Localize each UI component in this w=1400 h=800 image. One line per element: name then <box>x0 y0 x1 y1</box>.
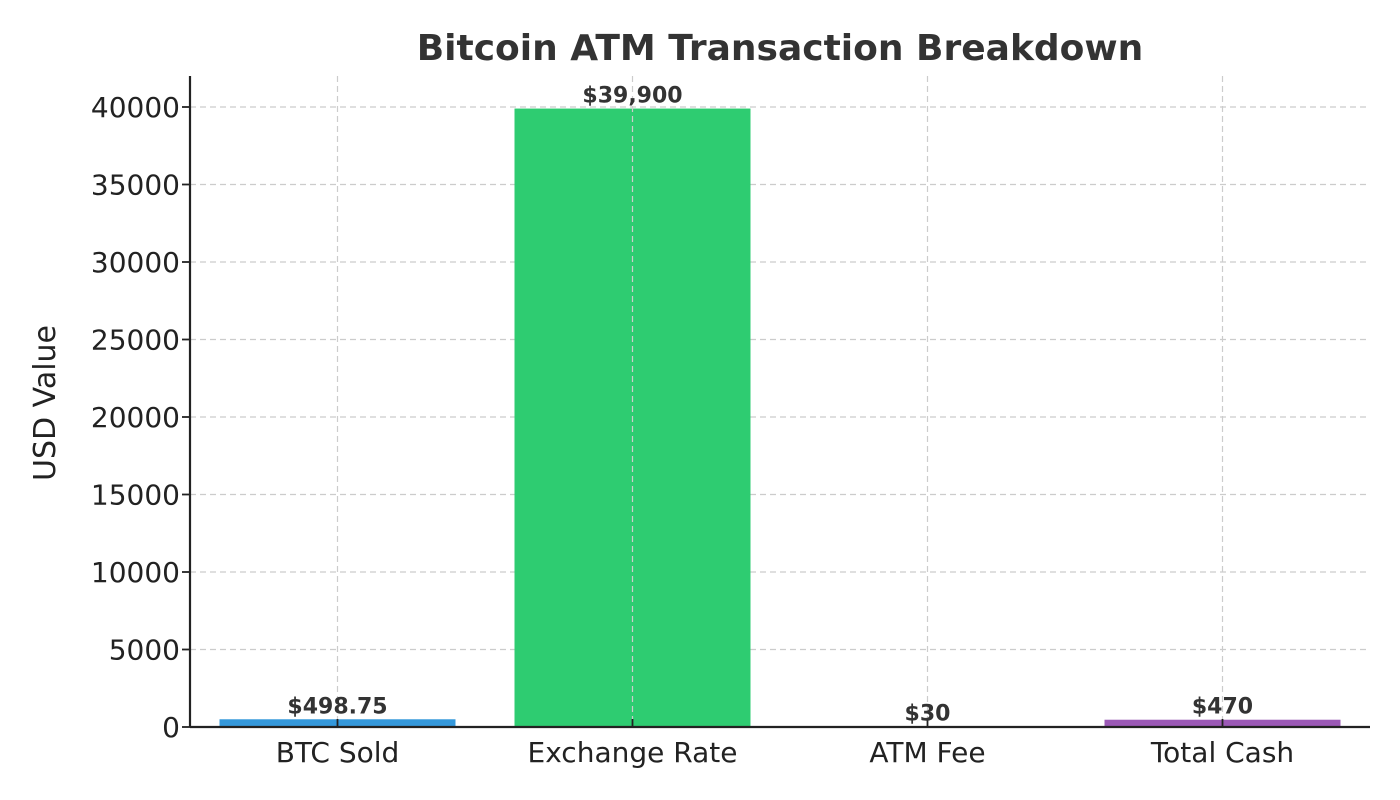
y-tick-label: 35000 <box>91 169 180 202</box>
bar-value-label: $39,900 <box>582 84 682 109</box>
bar-value-label: $30 <box>905 702 951 727</box>
bars <box>219 108 1341 728</box>
grid <box>190 106 1370 651</box>
y-tick-label: 15000 <box>91 479 180 512</box>
x-tick-label: Exchange Rate <box>528 736 738 769</box>
x-tick-label: Total Cash <box>1150 736 1294 769</box>
y-axis-label: USD Value <box>28 325 63 481</box>
bar-value-label: $470 <box>1192 695 1253 720</box>
x-tick-label: ATM Fee <box>869 736 985 769</box>
x-grid <box>336 76 1224 727</box>
y-tick-label: 20000 <box>91 401 180 434</box>
chart-title: Bitcoin ATM Transaction Breakdown <box>417 28 1144 69</box>
axes: 0 5000 10000 15000 20000 25000 30000 35000 40000… <box>91 76 1370 769</box>
y-tick-label: 30000 <box>91 246 180 279</box>
y-tick-label: 10000 <box>91 556 180 589</box>
bar-value-label: $498.75 <box>287 694 387 719</box>
data-labels: $498.75 $39,900 $30 $470 <box>287 84 1253 727</box>
x-tick-label: BTC Sold <box>276 736 400 769</box>
y-tick-label: 40000 <box>91 91 180 124</box>
y-tick-label: 5000 <box>109 634 180 667</box>
y-tick-label: 25000 <box>91 324 180 357</box>
y-tick-label: 0 <box>162 711 180 744</box>
